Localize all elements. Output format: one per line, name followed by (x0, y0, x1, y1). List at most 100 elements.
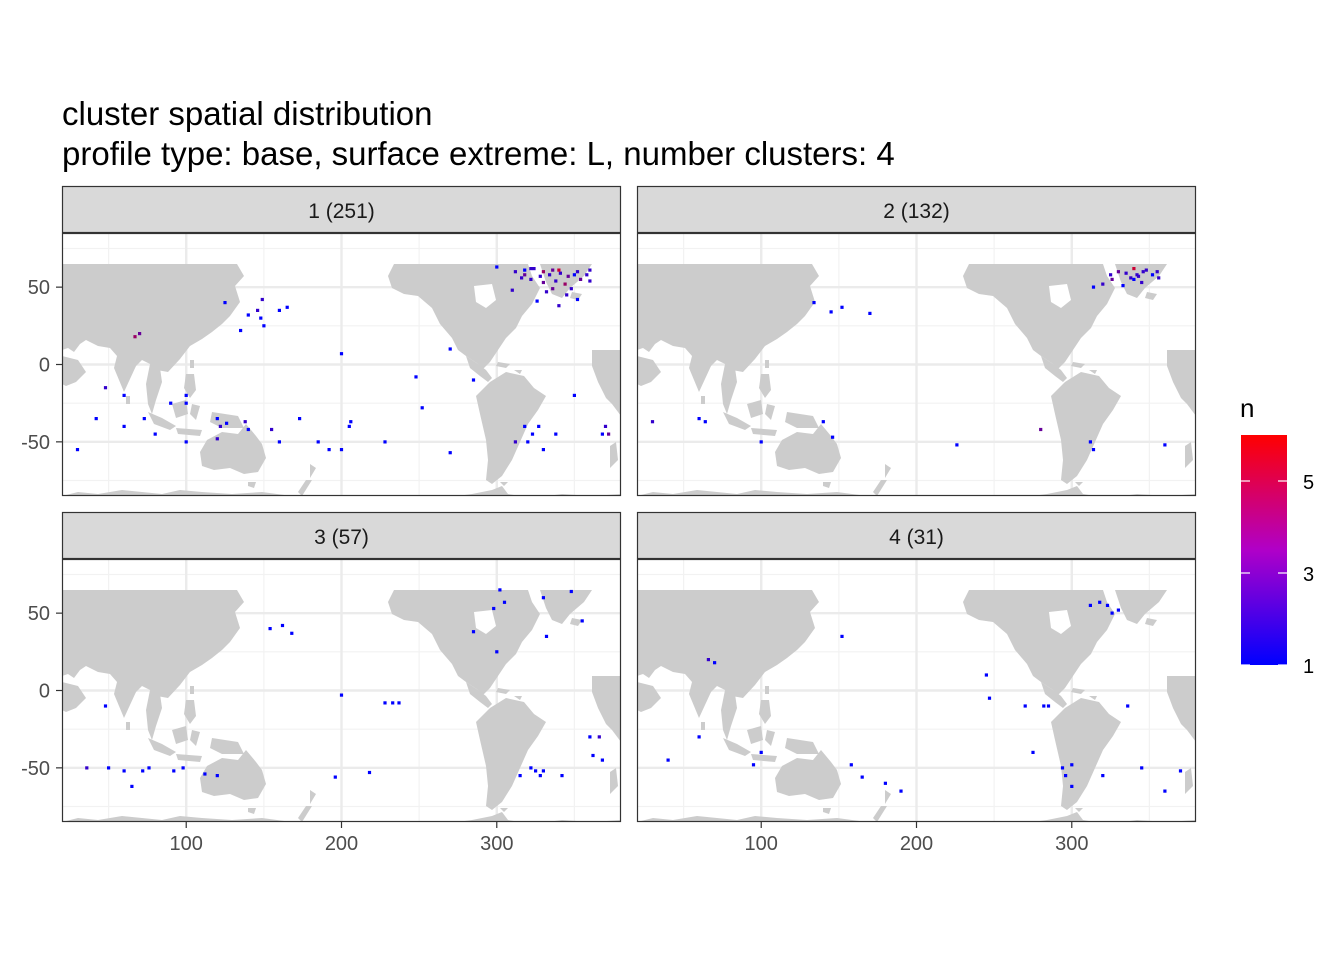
data-cell (1163, 443, 1167, 447)
data-cell (142, 417, 146, 421)
data-cell (367, 770, 372, 775)
data-cell (706, 658, 710, 662)
data-cell (448, 347, 452, 351)
data-points (666, 600, 1183, 793)
data-cell (588, 735, 592, 739)
data-cell (1031, 750, 1035, 754)
data-cell (107, 766, 111, 770)
data-cell (510, 288, 514, 292)
y-tick-label: 0 (39, 355, 50, 377)
data-cell (383, 440, 387, 444)
data-cell (849, 763, 853, 767)
data-cell (1132, 277, 1136, 281)
data-cell (246, 427, 250, 432)
data-cell (1060, 766, 1065, 770)
data-cell (1091, 285, 1096, 289)
data-cell (812, 301, 816, 305)
data-cell (535, 299, 539, 303)
data-cell (414, 375, 418, 379)
data-cell (565, 293, 569, 297)
data-cell (1140, 280, 1144, 285)
legend-colorbar (1241, 435, 1287, 665)
data-cell (495, 650, 499, 654)
data-cell (575, 270, 580, 274)
data-cell (759, 440, 763, 444)
data-points (650, 267, 1167, 452)
data-cell (520, 276, 524, 280)
facet-strip-label: 3 (57) (314, 526, 369, 549)
data-cell (290, 631, 294, 635)
data-cell (868, 311, 872, 315)
data-cell (1046, 704, 1051, 708)
facet-panel (61, 558, 622, 823)
data-cell (575, 297, 580, 302)
data-cell (523, 424, 527, 428)
data-cell (600, 432, 604, 436)
data-cell (1144, 268, 1148, 272)
data-cell (103, 386, 108, 390)
data-cell (1178, 769, 1183, 773)
data-cell (1039, 427, 1043, 432)
y-tick-label: 0 (39, 681, 50, 703)
title-block: cluster spatial distribution profile typ… (62, 94, 895, 174)
data-cell (538, 274, 542, 278)
x-tick-label: 200 (900, 833, 933, 855)
data-cell (246, 313, 250, 317)
data-cell (529, 277, 533, 281)
legend: n 1 3 5 (1240, 393, 1314, 678)
data-cell (277, 440, 281, 444)
data-cell (1101, 774, 1105, 778)
data-cell (557, 304, 561, 308)
data-cell (184, 440, 188, 444)
data-cell (169, 401, 173, 405)
data-cell (1121, 284, 1125, 288)
data-cell (1155, 270, 1159, 274)
data-cell (1110, 611, 1114, 615)
data-cell (860, 775, 864, 779)
data-cell (987, 696, 992, 700)
data-cell (541, 769, 545, 773)
data-cell (1023, 704, 1027, 708)
data-cell (280, 623, 285, 628)
data-cell (551, 268, 555, 272)
y-tick-label: 50 (28, 277, 50, 299)
data-cell (347, 424, 351, 428)
data-cell (1101, 282, 1105, 286)
facet-strip: 1 (251) (61, 185, 622, 234)
x-tick-label: 100 (745, 833, 778, 855)
data-cell (316, 440, 320, 444)
data-cell (984, 673, 988, 677)
data-cell (1124, 271, 1128, 275)
data-cell (471, 378, 476, 382)
data-cell (218, 424, 222, 428)
data-cell (955, 443, 959, 447)
data-cell (840, 305, 844, 309)
data-cell (538, 774, 542, 778)
data-cell (591, 753, 595, 758)
data-cell (588, 268, 592, 272)
data-cell (215, 437, 219, 441)
data-cell (1109, 273, 1113, 277)
data-cell (548, 273, 552, 277)
chart-subtitle: profile type: base, surface extreme: L, … (62, 135, 895, 172)
data-cell (569, 287, 573, 291)
data-cell (122, 393, 126, 397)
data-cell (502, 600, 507, 604)
data-cell (298, 417, 302, 421)
data-cell (383, 701, 387, 705)
data-cell (215, 774, 219, 778)
data-cell (122, 769, 126, 773)
data-cell (420, 406, 424, 410)
data-cell (1136, 274, 1141, 278)
data-cell (262, 324, 266, 328)
data-cell (585, 273, 589, 277)
data-cell (184, 393, 188, 397)
data-cell (122, 424, 126, 428)
data-cell (703, 420, 707, 424)
data-cell (1105, 603, 1110, 607)
data-cell (259, 316, 263, 320)
data-cell (579, 277, 583, 281)
facet-strip-label: 1 (251) (308, 200, 375, 223)
y-tick-label: -50 (21, 432, 50, 454)
